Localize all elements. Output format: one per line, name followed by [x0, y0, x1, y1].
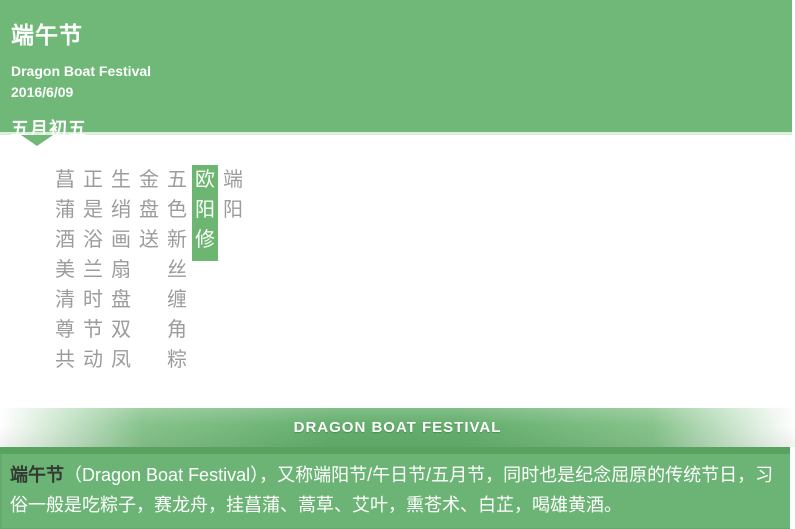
poem-char: 生 — [111, 169, 131, 191]
poem-char: 修 — [195, 229, 215, 251]
poem-char: 尊 — [55, 319, 75, 341]
poem-char: 画 — [111, 229, 131, 251]
poem-char: 菖 — [55, 169, 75, 191]
poem-char: 阳 — [223, 199, 243, 221]
poem-char: 缠 — [167, 289, 187, 311]
poem-char: 动 — [83, 349, 103, 371]
speech-bubble-tail — [21, 135, 53, 146]
poem-column: 金盘送 — [139, 170, 159, 380]
poem-char: 金 — [139, 169, 159, 191]
date-text: 2016/6/09 — [11, 84, 74, 100]
poem-column: 生绡画扇盘双凤 — [111, 170, 131, 380]
poem-char: 阳 — [195, 199, 215, 221]
poem-column: 菖蒲酒美清尊共 — [55, 170, 75, 380]
description-lead: 端午节 — [10, 465, 64, 485]
poem-char: 丝 — [167, 259, 187, 281]
header-banner: 端午节 Dragon Boat Festival 2016/6/09 五月初五 — [0, 0, 792, 146]
poem-char: 兰 — [83, 259, 103, 281]
poem-char: 粽 — [167, 349, 187, 371]
poem-char: 送 — [139, 229, 159, 251]
ribbon-banner: DRAGON BOAT FESTIVAL — [0, 408, 795, 447]
poem-column: 正是浴兰时节动 — [83, 170, 103, 380]
poem-char: 扇 — [111, 259, 131, 281]
poem-char: 蒲 — [55, 199, 75, 221]
page-title: 端午节 — [11, 22, 83, 48]
poem-char: 清 — [55, 289, 75, 311]
poem-char: 欧 — [195, 169, 215, 191]
description-paragraph: 端午节（Dragon Boat Festival），又称端阳节/午日节/五月节，… — [10, 460, 780, 520]
poem-author-column: 欧阳修 — [192, 165, 218, 261]
poem-char: 浴 — [83, 229, 103, 251]
poem-char: 节 — [83, 319, 103, 341]
poem-char: 是 — [83, 199, 103, 221]
poem-char: 端 — [223, 169, 243, 191]
poem-column: 五色新丝缠角粽 — [167, 170, 187, 380]
subtitle-english: Dragon Boat Festival — [11, 63, 152, 79]
poem-char: 凤 — [111, 349, 131, 371]
poem-char: 新 — [167, 229, 187, 251]
poem-char: 美 — [55, 259, 75, 281]
poem-column: 端阳 — [223, 170, 243, 380]
poem-char: 五 — [167, 169, 187, 191]
poem-char: 角 — [167, 319, 187, 341]
poem-char: 盘 — [111, 289, 131, 311]
poem: 菖蒲酒美清尊共正是浴兰时节动生绡画扇盘双凤金盘送五色新丝缠角粽欧阳修端阳 — [0, 135, 795, 380]
poem-char: 酒 — [55, 229, 75, 251]
poem-char: 盘 — [139, 199, 159, 221]
description-body: （Dragon Boat Festival），又称端阳节/午日节/五月节，同时也… — [10, 465, 774, 515]
poem-char: 正 — [83, 169, 103, 191]
poem-char: 时 — [83, 289, 103, 311]
poem-char: 色 — [167, 199, 187, 221]
lunar-date-text: 五月初五 — [11, 119, 87, 139]
poem-char: 绡 — [111, 199, 131, 221]
description-panel: 端午节（Dragon Boat Festival），又称端阳节/午日节/五月节，… — [0, 447, 790, 529]
poem-char: 双 — [111, 319, 131, 341]
poem-char: 共 — [55, 349, 75, 371]
ribbon-label: DRAGON BOAT FESTIVAL — [293, 419, 502, 436]
